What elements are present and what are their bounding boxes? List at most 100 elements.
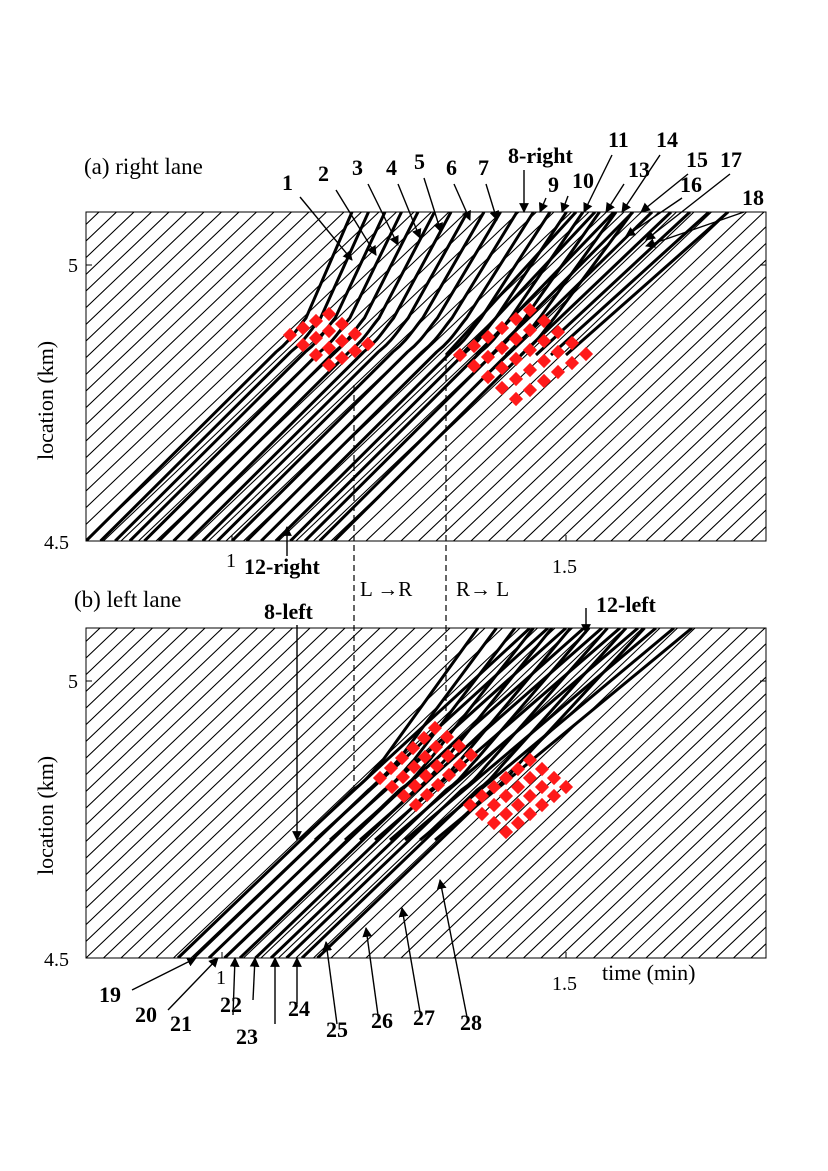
label-a-11-arrow	[583, 154, 613, 213]
red-marker	[407, 778, 423, 794]
label-b-27: 27	[413, 1005, 435, 1030]
trajectory-a-merge-8	[549, 212, 711, 357]
label-a-9: 9	[548, 172, 559, 197]
background-line	[0, 212, 29, 541]
background-line	[453, 659, 766, 958]
red-marker	[498, 770, 514, 786]
red-marker	[419, 787, 435, 803]
label-b-26: 26	[371, 1008, 393, 1033]
red-marker	[295, 337, 311, 353]
background-line	[610, 809, 766, 958]
background-line	[769, 212, 828, 541]
background-line	[86, 212, 187, 309]
background-line	[786, 212, 828, 541]
label-a-8-right: 8-right	[508, 143, 573, 168]
background-line	[645, 426, 766, 541]
red-marker	[466, 358, 482, 374]
background-line	[86, 212, 170, 292]
label-b-22: 22	[220, 992, 242, 1017]
label-a-10: 10	[572, 168, 594, 193]
red-marker	[498, 806, 514, 822]
background-line	[260, 212, 607, 541]
trajectory-a-merge-9	[565, 212, 729, 357]
label-b-22-arrow	[249, 957, 260, 1001]
red-marker	[522, 362, 538, 378]
label-a-6: 6	[446, 155, 457, 180]
red-marker	[463, 747, 479, 763]
trajectory-b-27	[300, 628, 628, 958]
trajectory-b-26	[285, 628, 609, 958]
label-a-18: 18	[742, 185, 764, 210]
background-line	[663, 859, 766, 958]
red-marker	[510, 797, 526, 813]
red-marker	[427, 720, 443, 736]
panel-a-trajectories	[86, 212, 729, 541]
red-marker	[408, 797, 424, 813]
trajectory-a-merge-2	[459, 212, 597, 357]
background-line	[348, 628, 696, 958]
trajectory-a-2	[99, 212, 370, 541]
background-line	[86, 628, 398, 926]
red-marker	[498, 788, 514, 804]
background-line	[190, 212, 537, 541]
background-line	[804, 212, 828, 541]
label-a-14-arrow	[621, 154, 661, 213]
trajectory-b-lane-5	[359, 628, 603, 842]
red-marker	[510, 761, 526, 777]
trajectory-b-lane-1	[298, 628, 532, 842]
background-line	[120, 628, 468, 958]
label-a-2-arrow	[335, 189, 377, 256]
red-marker	[396, 788, 412, 804]
background-line	[86, 212, 222, 342]
background-line	[86, 628, 416, 942]
red-marker	[308, 313, 324, 329]
trajectory-a-13	[260, 212, 552, 541]
panel-a-xtick-label-1: 1	[226, 550, 236, 572]
background-line	[488, 693, 766, 958]
trajectory-b-lane-2	[313, 628, 550, 842]
background-line	[645, 843, 766, 958]
label-b-20: 20	[135, 1002, 157, 1027]
label-a-6-arrow	[453, 183, 471, 221]
background-line	[86, 628, 171, 709]
red-marker	[508, 351, 524, 367]
trajectory-b-lane-8	[404, 628, 657, 842]
red-marker	[494, 380, 510, 396]
panel-b-frame	[85, 627, 767, 959]
label-a-10-arrow	[560, 195, 570, 213]
red-marker	[334, 333, 350, 349]
label-b-25: 25	[326, 1017, 348, 1042]
background-line	[86, 628, 188, 726]
red-marker	[441, 767, 457, 783]
background-line	[435, 643, 766, 958]
background-line	[86, 628, 153, 692]
red-marker	[321, 357, 337, 373]
background-line	[86, 212, 240, 359]
background-line	[610, 392, 766, 541]
background-line	[523, 309, 766, 541]
label-b-28: 28	[460, 1010, 482, 1035]
background-line	[698, 893, 766, 958]
red-marker	[474, 788, 490, 804]
background-line	[575, 359, 766, 541]
background-line	[558, 759, 766, 958]
red-marker	[430, 777, 446, 793]
background-line	[278, 212, 625, 541]
panel-a-frame	[85, 211, 767, 542]
background-line	[86, 628, 293, 826]
red-marker	[522, 788, 538, 804]
label-b-20-arrow	[167, 957, 219, 1011]
background-line	[453, 242, 766, 541]
background-line	[86, 212, 135, 259]
background-line	[86, 212, 275, 392]
background-line	[86, 212, 257, 375]
background-line	[86, 628, 223, 759]
background-line	[470, 676, 766, 958]
label-a-1: 1	[282, 170, 293, 195]
background-line	[804, 628, 828, 958]
red-marker	[308, 330, 324, 346]
red-marker	[536, 313, 552, 329]
background-line	[86, 628, 311, 842]
red-marker	[405, 740, 421, 756]
background-line	[278, 628, 626, 958]
